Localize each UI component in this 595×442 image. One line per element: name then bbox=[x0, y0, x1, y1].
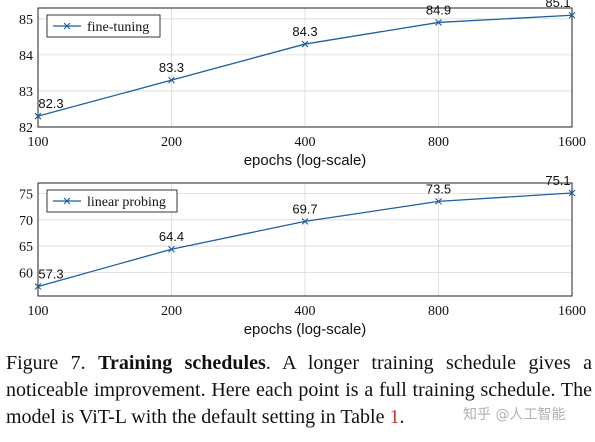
legend-box bbox=[46, 189, 178, 213]
legend-label: fine-tuning bbox=[87, 20, 149, 35]
data-point-marker bbox=[568, 189, 576, 197]
data-label: 75.1 bbox=[545, 173, 570, 188]
x-tick-label: 100 bbox=[28, 135, 49, 150]
y-tick-label: 60 bbox=[19, 266, 33, 281]
data-point-marker bbox=[34, 112, 42, 120]
x-axis-title: epochs (log-scale) bbox=[244, 321, 367, 338]
data-label: 85.1 bbox=[545, 0, 570, 10]
x-tick-label: 400 bbox=[295, 135, 316, 150]
data-point-marker bbox=[568, 11, 576, 19]
caption-end: . bbox=[399, 406, 405, 428]
plot-frame bbox=[37, 7, 573, 128]
x-tick-label: 800 bbox=[428, 304, 449, 319]
data-label: 84.3 bbox=[292, 24, 317, 39]
x-tick-label: 800 bbox=[428, 135, 449, 150]
caption-prefix: Figure 7. bbox=[6, 352, 99, 374]
x-tick-label: 400 bbox=[295, 304, 316, 319]
legend-box bbox=[46, 14, 161, 38]
legend-label: linear probing bbox=[87, 195, 166, 210]
data-label: 82.3 bbox=[38, 96, 63, 111]
caption-bold-title: Training schedules bbox=[98, 352, 266, 374]
figure-charts: 82 83 84 85 100 200 400 800 1600 epochs (log-scal… bbox=[19, 0, 586, 338]
y-tick-label: 75 bbox=[19, 188, 33, 203]
y-tick-label: 70 bbox=[19, 214, 33, 229]
legend-marker bbox=[63, 22, 71, 30]
figure-caption: Figure 7. Training schedules. A longer t… bbox=[6, 350, 592, 431]
y-tick-label: 65 bbox=[19, 240, 33, 255]
x-tick-label: 200 bbox=[161, 135, 182, 150]
y-tick-label: 84 bbox=[19, 49, 33, 64]
data-label: 69.7 bbox=[292, 201, 317, 216]
data-point-marker bbox=[168, 245, 175, 253]
data-label: 64.4 bbox=[159, 229, 184, 244]
data-label: 83.3 bbox=[159, 60, 184, 75]
data-point-marker bbox=[301, 40, 309, 48]
data-point-marker bbox=[435, 19, 442, 26]
caption-table-ref-link[interactable]: 1 bbox=[389, 406, 400, 428]
y-tick-label: 82 bbox=[19, 121, 33, 136]
x-tick-label: 100 bbox=[28, 304, 49, 319]
data-point-marker bbox=[34, 283, 42, 290]
y-tick-label: 83 bbox=[19, 85, 33, 100]
x-tick-label: 1600 bbox=[558, 304, 586, 319]
data-point-marker bbox=[168, 76, 175, 84]
data-label: 73.5 bbox=[426, 181, 451, 196]
plot-frame bbox=[37, 182, 573, 297]
data-point-marker bbox=[301, 217, 309, 225]
y-tick-label: 85 bbox=[19, 13, 33, 28]
x-tick-label: 1600 bbox=[558, 135, 586, 150]
caption-body: . A longer training schedule gives a not… bbox=[6, 352, 593, 428]
data-label: 84.9 bbox=[426, 2, 451, 17]
legend-marker bbox=[63, 197, 71, 205]
data-point-marker bbox=[435, 198, 442, 205]
x-axis-title: epochs (log-scale) bbox=[244, 152, 367, 169]
x-tick-label: 200 bbox=[161, 304, 182, 319]
data-label: 57.3 bbox=[38, 267, 63, 282]
watermark: 知乎 @人工智能 bbox=[463, 407, 566, 423]
